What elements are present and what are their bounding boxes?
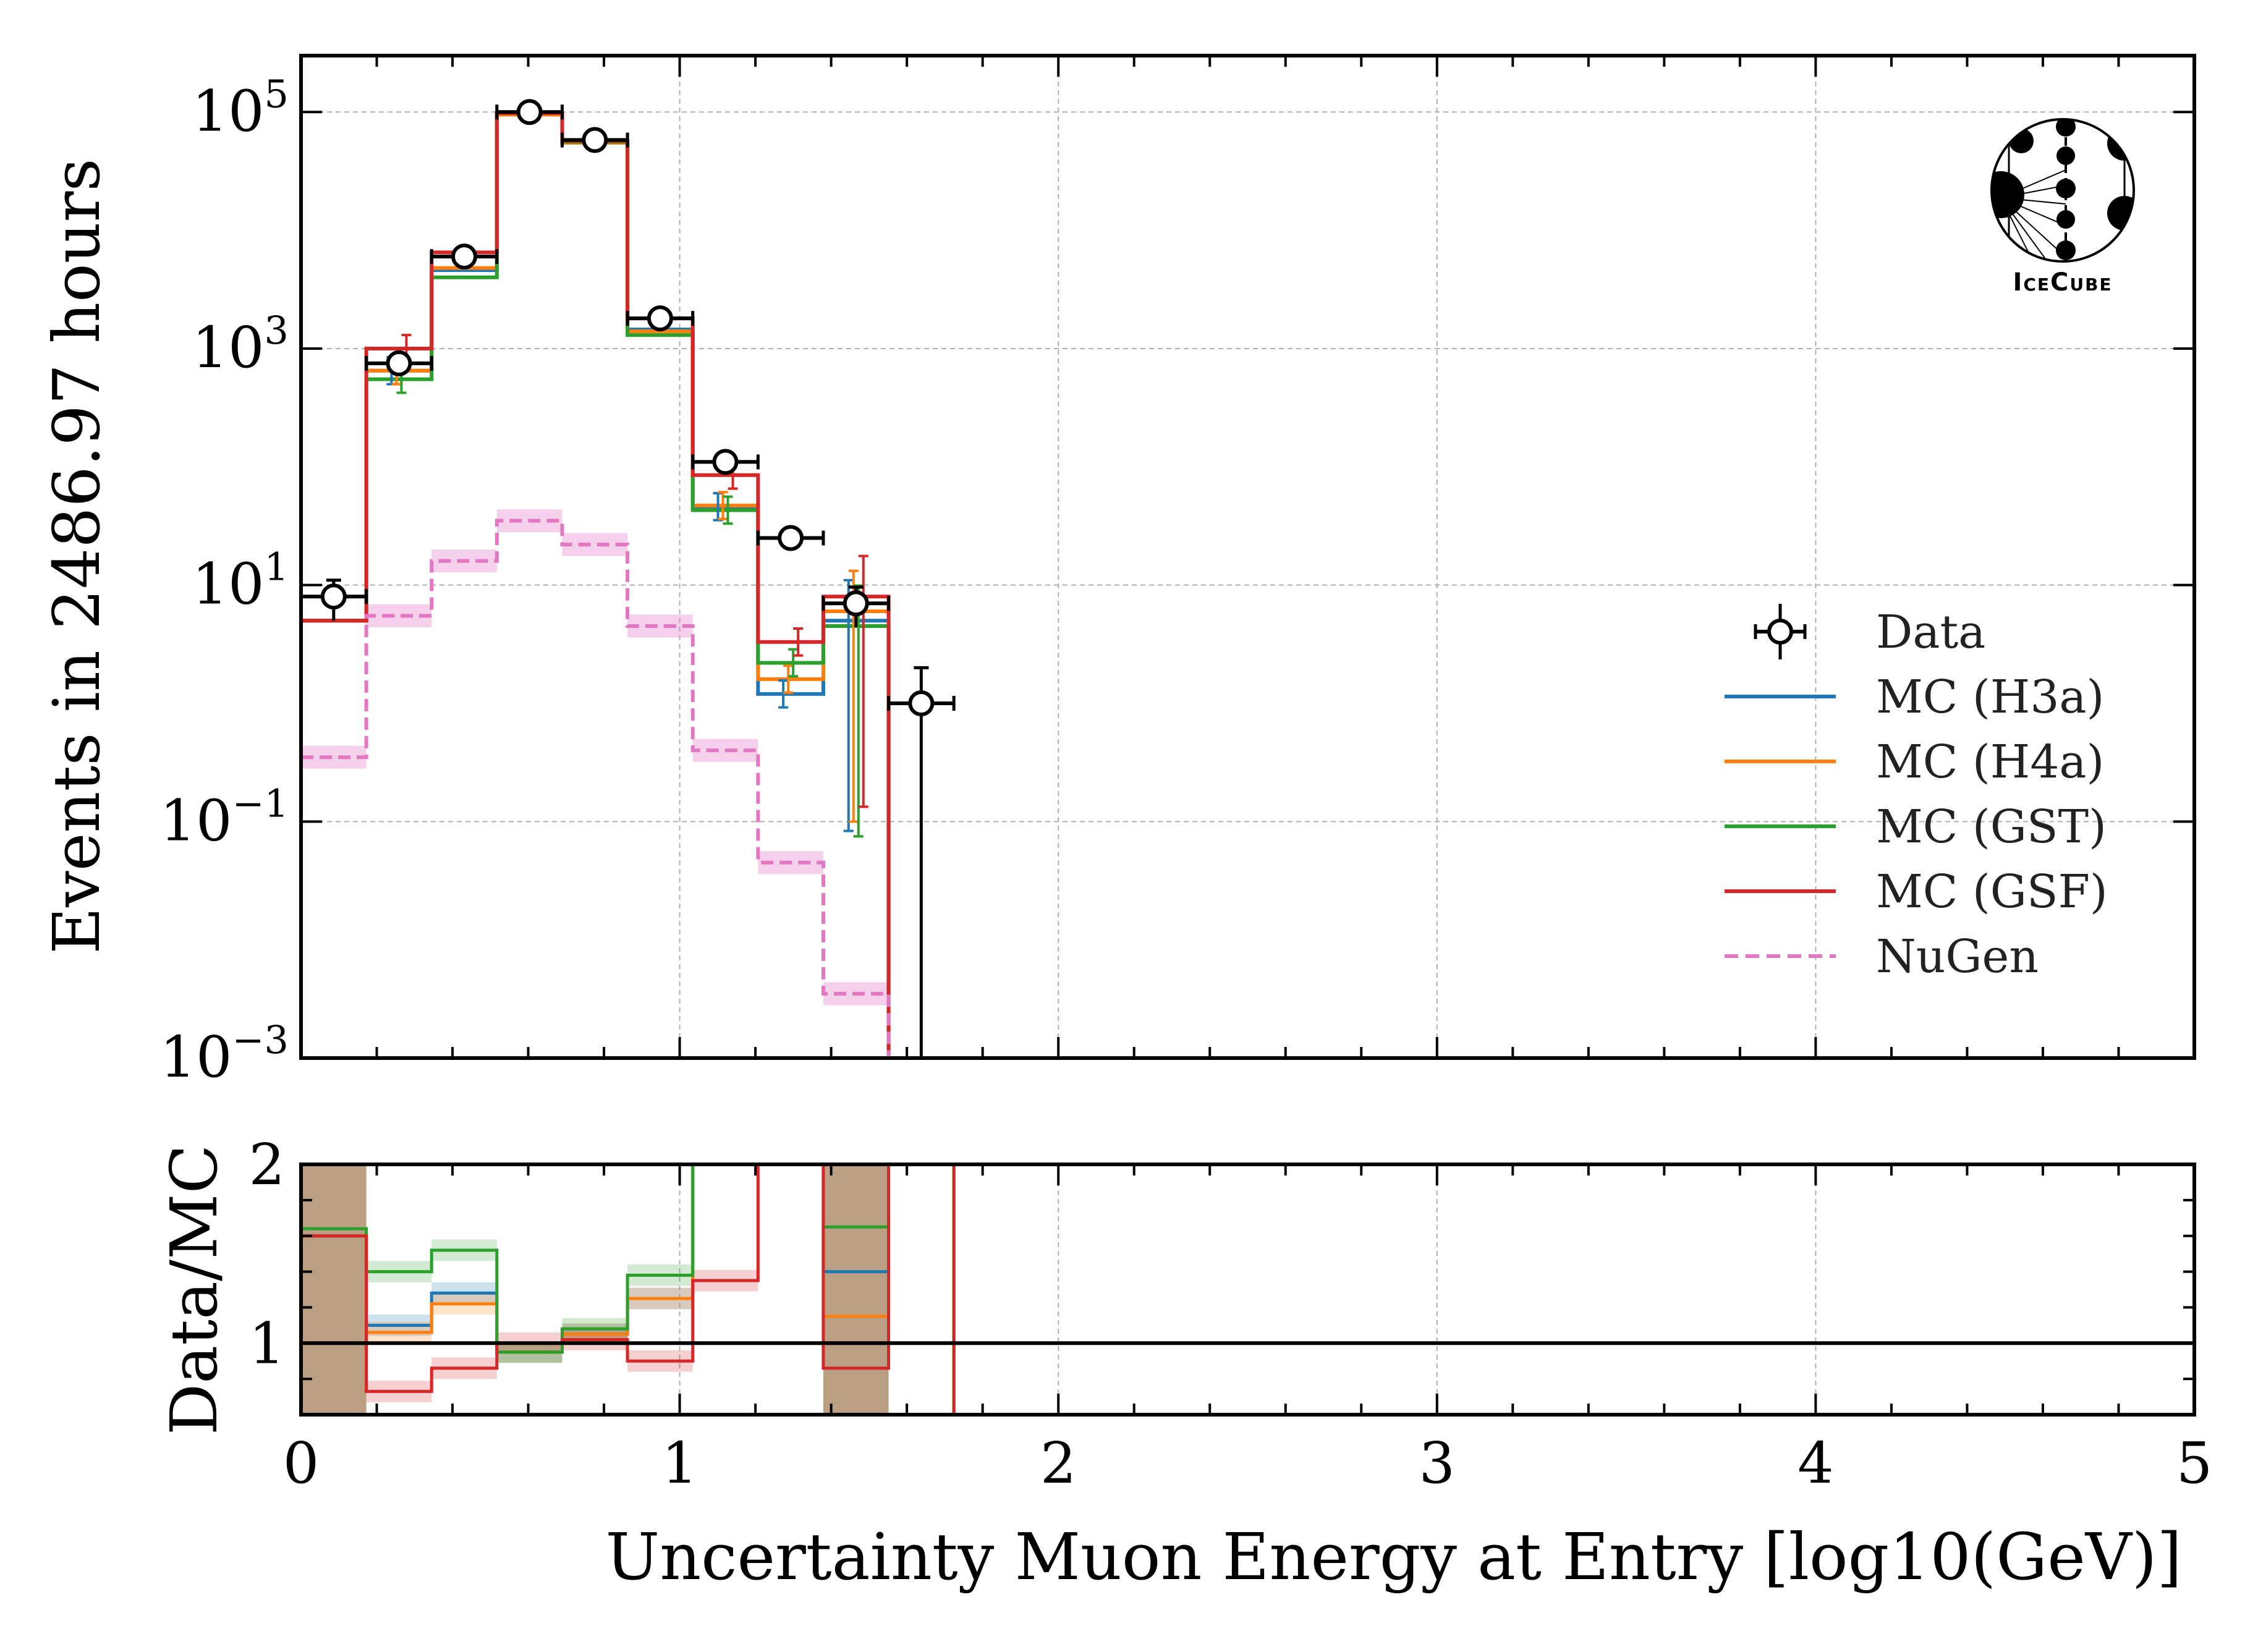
legend-label: MC (H4a) bbox=[1876, 735, 2104, 789]
legend-label: Data bbox=[1876, 606, 1985, 659]
series-nugen bbox=[301, 519, 891, 1058]
ratio-uncertainty-band bbox=[301, 1164, 367, 1415]
ratio-uncertainty-band bbox=[823, 1164, 889, 1415]
x-tick-label: 4 bbox=[1797, 1430, 1834, 1496]
main-plot-content bbox=[301, 99, 956, 1058]
x-tick-label: 3 bbox=[1419, 1430, 1456, 1496]
ratio-y-tick-label: 2 bbox=[248, 1132, 285, 1198]
main-y-axis-title: Events in 2486.97 hours bbox=[39, 158, 114, 954]
data-point bbox=[778, 525, 804, 551]
data-point bbox=[451, 244, 478, 270]
main-axes-frame bbox=[299, 54, 2196, 1060]
data-point bbox=[516, 99, 543, 125]
legend-label: MC (GSF) bbox=[1876, 865, 2108, 918]
legend-entry: MC (GSF) bbox=[1725, 865, 2108, 918]
legend-label: MC (GST) bbox=[1876, 800, 2107, 854]
x-axis-title: Uncertainty Muon Energy at Entry [log10(… bbox=[606, 1519, 2182, 1595]
ratio-series-mc-gst- bbox=[301, 1164, 956, 1415]
legend: Data MC (H3a) MC (H4a) MC (GST) MC (GSF) NuGe… bbox=[1725, 604, 2108, 983]
legend-entry: MC (H4a) bbox=[1725, 735, 2104, 789]
ratio-uncertainty-band bbox=[823, 1164, 889, 1415]
data-point bbox=[320, 583, 347, 610]
ratio-uncertainty-band bbox=[823, 1164, 889, 1415]
x-tick-label: 2 bbox=[1040, 1430, 1077, 1496]
main-ticks bbox=[300, 56, 2196, 1059]
ratio-series-mc-gsf- bbox=[301, 1164, 956, 1415]
data-point bbox=[386, 350, 412, 376]
ratio-y-axis-title: Data/MC bbox=[156, 1145, 232, 1435]
x-tick-label: 0 bbox=[283, 1430, 320, 1496]
ratio-uncertainty-band bbox=[301, 1164, 367, 1415]
x-tick-label: 1 bbox=[661, 1430, 698, 1496]
logo-circle bbox=[1990, 118, 2135, 263]
ratio-uncertainty-band bbox=[823, 1164, 889, 1415]
data-point bbox=[647, 305, 673, 332]
legend-entry: MC (H3a) bbox=[1725, 671, 2104, 724]
ratio-axes-frame bbox=[299, 1163, 2196, 1417]
ratio-ticks bbox=[300, 1163, 2196, 1416]
x-tick-label: 5 bbox=[2176, 1430, 2213, 1496]
ratio-plot-content bbox=[301, 1164, 2194, 1415]
data-point bbox=[582, 127, 608, 153]
logo-text: IceCube bbox=[2013, 268, 2112, 297]
legend-marker-point bbox=[1767, 619, 1793, 645]
data-point bbox=[712, 449, 739, 475]
legend-entry: NuGen bbox=[1725, 930, 2039, 983]
legend-label: NuGen bbox=[1876, 930, 2039, 983]
data-point bbox=[908, 690, 935, 716]
ratio-uncertainty-band bbox=[301, 1164, 367, 1415]
ratio-grid bbox=[679, 1164, 1817, 1415]
legend-label: MC (H3a) bbox=[1876, 671, 2104, 724]
legend-entry: MC (GST) bbox=[1725, 800, 2107, 854]
legend-entry: Data bbox=[1754, 604, 1985, 659]
ratio-uncertainty-band bbox=[301, 1164, 367, 1415]
ratio-y-tick-label: 1 bbox=[248, 1310, 285, 1376]
data-point bbox=[843, 590, 869, 617]
